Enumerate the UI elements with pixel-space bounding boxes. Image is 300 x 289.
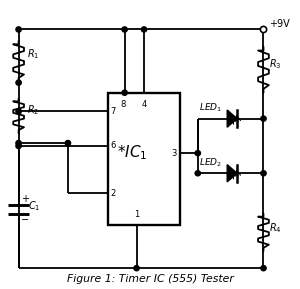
Circle shape [16,109,21,114]
Text: 6: 6 [111,141,116,151]
Text: 8: 8 [120,100,126,109]
Text: 7: 7 [111,107,116,116]
Text: $R_3$: $R_3$ [269,57,282,71]
Text: $LED_2$: $LED_2$ [199,156,222,169]
Text: $R_4$: $R_4$ [269,221,282,235]
Text: $C_1$: $C_1$ [28,199,40,213]
Text: $*IC_1$: $*IC_1$ [117,144,148,162]
Circle shape [122,27,127,32]
Text: +: + [21,194,29,204]
Circle shape [16,27,21,32]
Text: $R_2$: $R_2$ [27,103,39,117]
Text: 1: 1 [134,210,139,219]
Circle shape [16,80,21,85]
Text: −: − [21,214,29,225]
Circle shape [261,266,266,271]
Polygon shape [227,110,237,127]
Text: Figure 1: Timer IC (555) Tester: Figure 1: Timer IC (555) Tester [67,274,233,284]
Circle shape [16,143,21,149]
Bar [108,93,180,225]
Circle shape [141,27,147,32]
Circle shape [261,171,266,176]
Text: +9V: +9V [269,18,290,29]
Polygon shape [227,165,237,182]
Circle shape [261,116,266,121]
Circle shape [122,90,127,95]
Text: 2: 2 [111,189,116,198]
Circle shape [16,140,21,146]
Circle shape [195,151,200,156]
Text: $LED_1$: $LED_1$ [199,102,222,114]
Circle shape [134,266,139,271]
Circle shape [65,140,70,146]
Text: 4: 4 [142,100,147,109]
Text: 3: 3 [172,149,177,158]
Text: $R_1$: $R_1$ [27,47,39,61]
Circle shape [195,171,200,176]
